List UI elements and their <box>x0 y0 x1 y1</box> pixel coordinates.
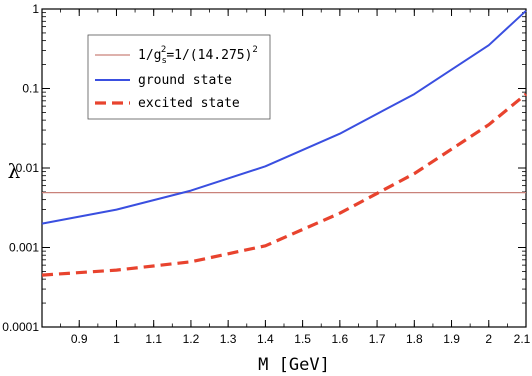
y-axis-label: λ <box>8 159 21 183</box>
excited-state-line <box>41 92 528 277</box>
y-tick-label: 0.01 <box>16 161 40 175</box>
x-tick-label: 1.4 <box>257 332 274 346</box>
x-axis-label: M [GeV] <box>258 355 330 375</box>
legend-label-ground-state: ground state <box>138 73 232 88</box>
x-tick-label: 1 <box>113 332 120 346</box>
legend-label-coupling: 1/gs2=1/(14.275)2 <box>138 45 258 66</box>
y-tick-label: 1 <box>32 2 39 16</box>
series-layer <box>41 10 528 277</box>
ground-state-line <box>41 10 527 225</box>
x-tick-label: 2.1 <box>514 332 531 346</box>
x-tick-label: 1.1 <box>145 332 162 346</box>
axis-ticks <box>41 8 527 328</box>
legend-box <box>87 34 271 120</box>
x-tick-label: 1.6 <box>332 332 349 346</box>
x-tick-label: 1.7 <box>369 332 386 346</box>
x-tick-label: 1.5 <box>294 332 311 346</box>
x-tick-label: 2 <box>485 332 492 346</box>
x-tick-label: 0.9 <box>71 332 88 346</box>
y-tick-label: 0.1 <box>22 82 39 96</box>
legend-label-excited-state: excited state <box>138 96 240 111</box>
x-tick-label: 1.2 <box>183 332 200 346</box>
y-tick-label: 0.0001 <box>2 320 39 334</box>
y-tick-label: 0.001 <box>9 241 39 255</box>
legend: 1/gs2=1/(14.275)2 ground state excited s… <box>87 34 271 120</box>
x-tick-label: 1.8 <box>406 332 423 346</box>
x-tick-label: 1.3 <box>220 332 237 346</box>
x-tick-label: 1.9 <box>443 332 460 346</box>
axis-tick-labels: 0.9 1 1.1 1.2 1.3 1.4 1.5 1.6 1.7 1.8 1.9 2 2.1 0.000… <box>2 2 530 346</box>
